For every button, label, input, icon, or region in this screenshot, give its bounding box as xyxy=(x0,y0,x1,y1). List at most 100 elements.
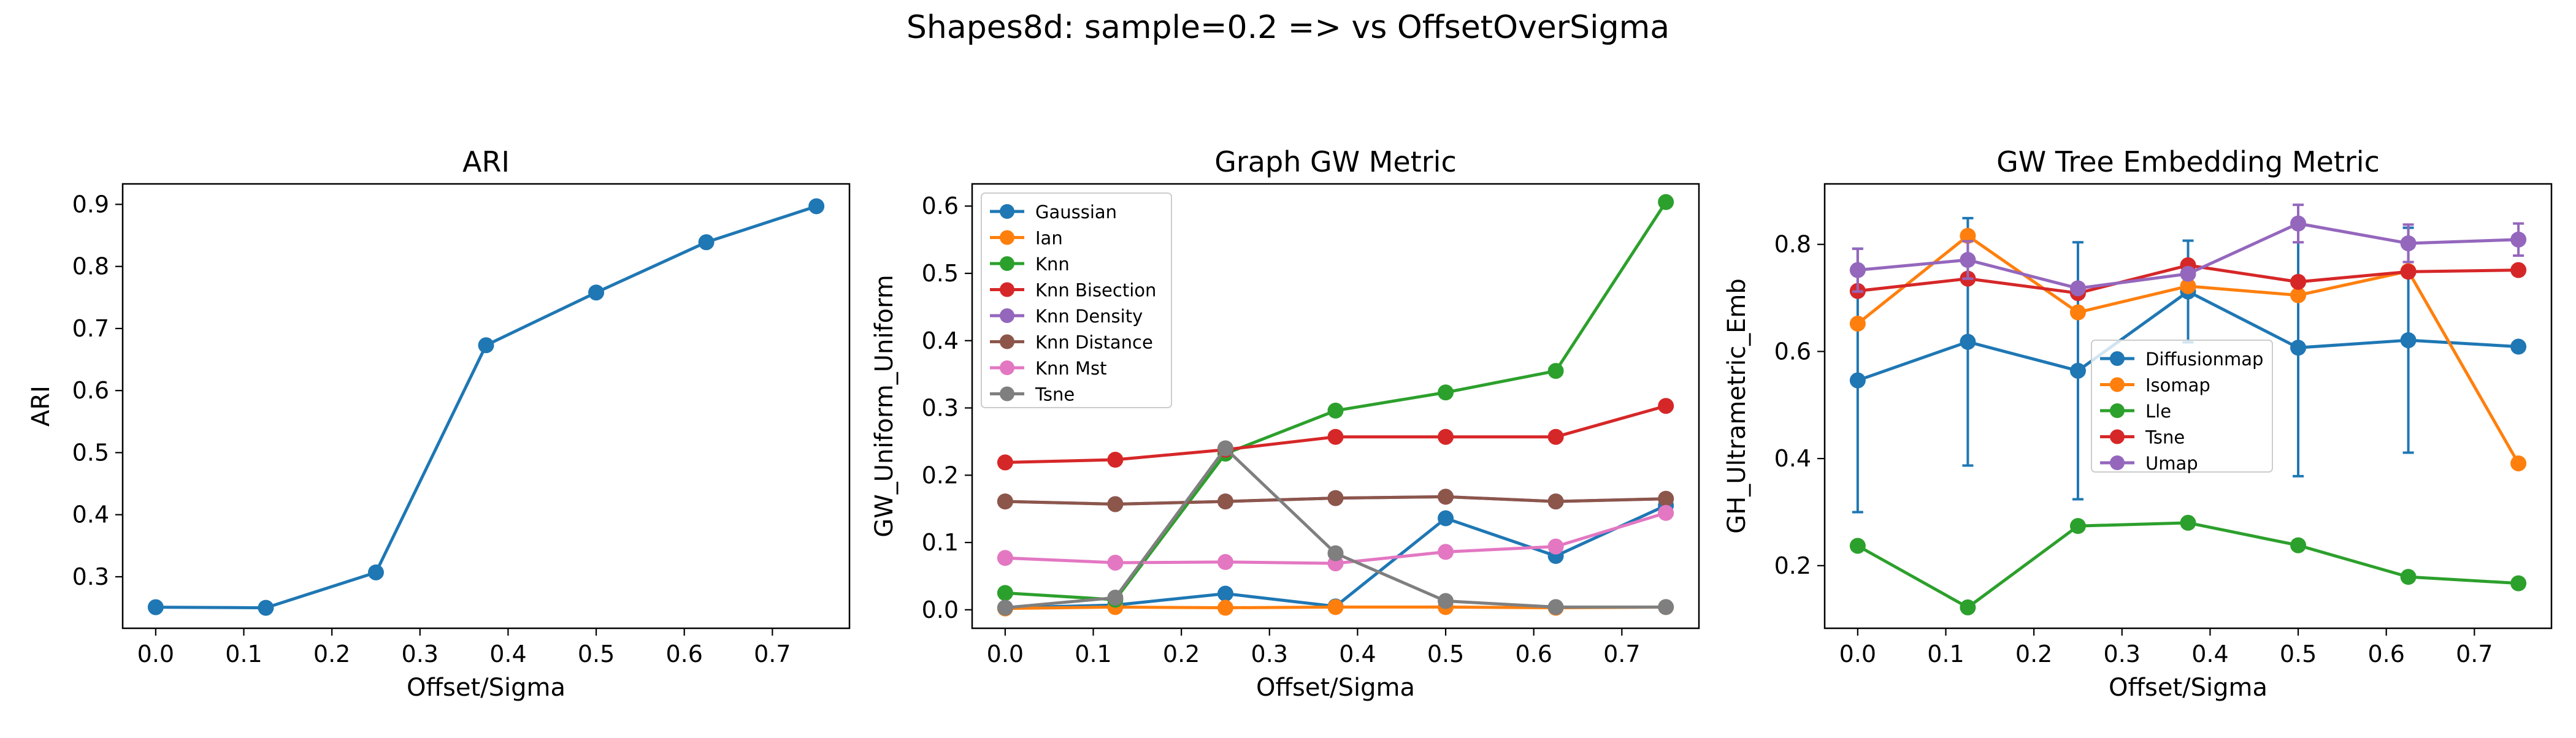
data-point xyxy=(2510,575,2527,592)
y-tick-label: 0.4 xyxy=(72,501,109,528)
legend-swatch-marker xyxy=(2110,429,2125,444)
plot-frame xyxy=(971,183,1700,630)
data-point xyxy=(1658,194,1674,210)
series-1 xyxy=(147,198,825,616)
legend-swatch-marker xyxy=(2110,351,2125,366)
x-tick-label: 0.7 xyxy=(1603,641,1640,668)
data-point xyxy=(1849,315,1866,332)
legend-swatch-marker xyxy=(1000,256,1014,271)
legend-item: Ian xyxy=(990,228,1063,249)
y-tick-label: 0.5 xyxy=(922,260,959,287)
data-point xyxy=(1547,428,1564,445)
data-point xyxy=(1438,510,1454,527)
data-point xyxy=(1547,599,1564,615)
data-point xyxy=(2290,287,2307,303)
data-point xyxy=(2069,304,2086,321)
data-point xyxy=(2510,455,2527,471)
data-point xyxy=(588,284,605,301)
x-tick-label: 0.5 xyxy=(578,641,615,668)
legend-label: Ian xyxy=(1035,228,1063,249)
y-axis-label: GH_Ultrametric_Emb xyxy=(1723,278,1751,534)
data-point xyxy=(1327,490,1344,506)
legend-item: Knn xyxy=(990,254,1070,275)
data-point xyxy=(1217,554,1233,570)
subplot-3: GW Tree Embedding Metric 0.0 0.1 0.2 0.3 0.4 0… xyxy=(1723,145,2553,702)
legend-box xyxy=(981,192,1172,408)
legend-swatch-marker xyxy=(1000,386,1014,401)
subplot-2: Graph GW Metric 0.0 0.1 0.2 0.3 0.4 0.5 0.6 0.7 0… xyxy=(870,145,1700,702)
x-tick-label: 0.2 xyxy=(1163,641,1200,668)
data-point xyxy=(1217,493,1233,510)
y-tick-label: 0.2 xyxy=(922,462,959,489)
subplot-title: ARI xyxy=(462,145,510,178)
data-point xyxy=(1327,402,1344,419)
data-point xyxy=(2069,362,2086,379)
data-point xyxy=(1107,452,1124,468)
x-tick-label: 0.0 xyxy=(137,641,174,668)
legend-swatch-marker xyxy=(1000,204,1014,219)
data-point xyxy=(1327,599,1344,615)
data-point xyxy=(1547,538,1564,555)
x-tick-label: 0.3 xyxy=(402,641,439,668)
data-point xyxy=(997,599,1013,616)
y-tick-label: 0.5 xyxy=(72,439,109,466)
legend-swatch-marker xyxy=(1000,334,1014,349)
y-tick-label: 0.1 xyxy=(922,529,959,556)
data-point xyxy=(2069,280,2086,297)
legend-label: Isomap xyxy=(2145,375,2210,396)
data-point xyxy=(1960,599,1976,615)
x-tick-label: 0.4 xyxy=(1339,641,1376,668)
subplot-title: Graph GW Metric xyxy=(1214,145,1456,178)
legend: Gaussian Ian Knn Knn Bisection Knn Density Kn… xyxy=(981,192,1172,408)
y-axis-label: ARI xyxy=(27,386,55,427)
data-point xyxy=(1107,554,1124,571)
data-point xyxy=(2400,332,2417,349)
legend-item: Gaussian xyxy=(990,202,1117,223)
x-tick-label: 0.1 xyxy=(1075,641,1111,668)
legend-swatch-marker xyxy=(2110,455,2125,470)
data-point xyxy=(1438,489,1454,505)
data-point xyxy=(2069,518,2086,534)
y-tick-label: 0.9 xyxy=(72,191,109,218)
x-tick-label: 0.5 xyxy=(1427,641,1464,668)
legend-swatch-marker xyxy=(1000,230,1014,245)
legend-item: Knn Mst xyxy=(990,358,1107,379)
data-point xyxy=(1960,252,1976,268)
data-point xyxy=(1327,545,1344,561)
data-point xyxy=(808,198,825,215)
x-tick-label: 0.6 xyxy=(2367,641,2404,668)
data-point xyxy=(258,599,274,616)
data-point xyxy=(2400,264,2417,280)
data-point xyxy=(2400,569,2417,585)
data-point xyxy=(1658,398,1674,414)
data-point xyxy=(1547,493,1564,510)
y-tick-label: 0.0 xyxy=(922,596,959,623)
legend-item: Tsne xyxy=(990,384,1075,405)
x-tick-label: 0.5 xyxy=(2280,641,2317,668)
data-point xyxy=(1438,593,1454,609)
data-point xyxy=(1658,504,1674,521)
legend-label: Tsne xyxy=(1035,384,1075,405)
legend-item: Knn Density xyxy=(990,306,1143,327)
series-umap xyxy=(1849,204,2527,297)
legend-label: Knn Distance xyxy=(1035,332,1153,353)
legend-label: Knn Density xyxy=(1035,306,1143,327)
legend-swatch-marker xyxy=(2110,403,2125,418)
data-point xyxy=(997,454,1013,471)
y-tick-label: 0.8 xyxy=(1774,231,1811,258)
data-point xyxy=(1960,333,1976,350)
legend-label: Tsne xyxy=(2145,427,2185,448)
x-tick-label: 0.7 xyxy=(754,641,791,668)
legend-swatch-marker xyxy=(2110,377,2125,392)
plot-frame xyxy=(121,183,851,630)
legend-label: Knn Bisection xyxy=(1035,280,1156,301)
series-line xyxy=(1005,446,1666,610)
x-tick-label: 0.3 xyxy=(2104,641,2141,668)
data-point xyxy=(2510,262,2527,278)
series-knn-distance xyxy=(997,489,1674,512)
series-lle xyxy=(1849,514,2527,615)
series-line xyxy=(1857,521,2519,609)
x-tick-label: 0.6 xyxy=(665,641,702,668)
x-tick-label: 0.1 xyxy=(225,641,262,668)
